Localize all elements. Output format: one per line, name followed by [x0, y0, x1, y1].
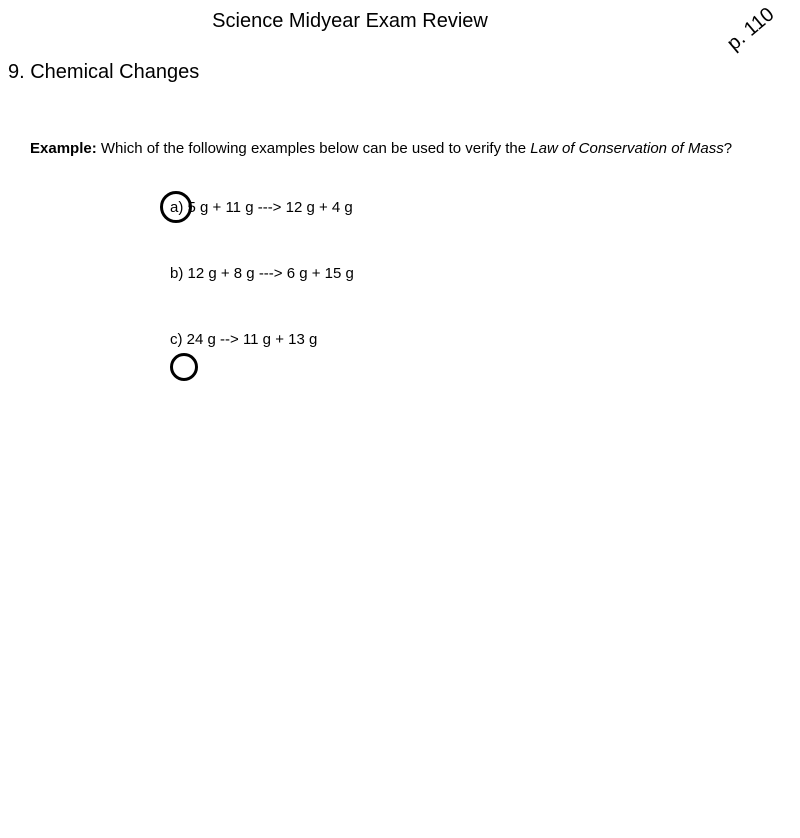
circle-icon	[170, 353, 198, 381]
option-c: c) 24 g --> 11 g + 13 g	[170, 331, 800, 353]
answer-options: a) 5 g + 11 g ---> 12 g + 4 g b) 12 g + …	[0, 159, 800, 353]
option-b: b) 12 g + 8 g ---> 6 g + 15 g	[170, 265, 800, 287]
question-text-1: Which of the following examples below ca…	[97, 140, 531, 157]
example-question: Example: Which of the following examples…	[0, 84, 800, 159]
example-label: Example:	[30, 140, 97, 157]
option-b-text: b) 12 g + 8 g ---> 6 g + 15 g	[170, 265, 354, 282]
option-a: a) 5 g + 11 g ---> 12 g + 4 g	[170, 199, 800, 221]
option-a-text: a) 5 g + 11 g ---> 12 g + 4 g	[170, 199, 353, 216]
section-heading: 9. Chemical Changes	[0, 33, 800, 84]
option-c-text: c) 24 g --> 11 g + 13 g	[170, 331, 317, 348]
circle-icon	[160, 191, 192, 223]
law-name: Law of Conservation of Mass	[530, 140, 723, 157]
question-text-2: ?	[724, 140, 732, 157]
page-title: Science Midyear Exam Review	[0, 0, 700, 33]
